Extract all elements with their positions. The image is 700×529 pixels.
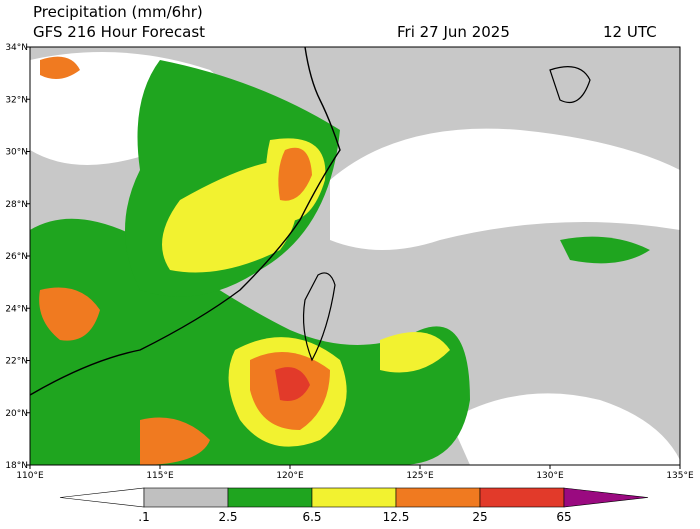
legend-label: 6.5 bbox=[302, 510, 321, 524]
date: Fri 27 Jun 2025 bbox=[397, 23, 510, 41]
x-tick-label: 125°E bbox=[406, 471, 434, 481]
y-tick-label: 26°N bbox=[5, 252, 28, 262]
y-tick-label: 28°N bbox=[5, 200, 28, 210]
ticks: 110°E 115°E 120°E 125°E 130°E 135°E 18°N 20°N 22… bbox=[5, 43, 694, 481]
map bbox=[29, 46, 681, 466]
x-tick-label: 130°E bbox=[536, 471, 564, 481]
x-tick-label: 110°E bbox=[16, 471, 44, 481]
legend-swatch bbox=[395, 487, 481, 508]
y-tick-label: 24°N bbox=[5, 304, 28, 314]
coastline bbox=[29, 46, 341, 396]
legend-label: 2.5 bbox=[218, 510, 237, 524]
legend-swatch bbox=[563, 487, 649, 508]
legend-label: 65 bbox=[556, 510, 571, 524]
x-tick-label: 135°E bbox=[666, 471, 694, 481]
legend-swatch bbox=[227, 487, 313, 508]
x-tick-label: 115°E bbox=[146, 471, 174, 481]
x-tick-label: 120°E bbox=[276, 471, 304, 481]
y-tick-label: 32°N bbox=[5, 95, 28, 105]
subtitle: GFS 216 Hour Forecast bbox=[33, 23, 205, 41]
y-tick-label: 30°N bbox=[5, 148, 28, 158]
legend: .1 2.5 6.5 12.5 25 65 bbox=[59, 487, 649, 524]
y-tick-label: 20°N bbox=[5, 409, 28, 419]
title: Precipitation (mm/6hr) bbox=[33, 3, 203, 21]
legend-label: 12.5 bbox=[383, 510, 410, 524]
legend-swatch bbox=[143, 487, 229, 508]
precip-field bbox=[30, 47, 680, 465]
y-tick-label: 22°N bbox=[5, 357, 28, 367]
legend-swatch bbox=[59, 487, 145, 508]
time: 12 UTC bbox=[603, 23, 657, 41]
kyushu bbox=[549, 66, 591, 104]
taiwan bbox=[302, 272, 336, 362]
legend-swatch bbox=[311, 487, 397, 508]
y-tick-label: 18°N bbox=[5, 461, 28, 471]
legend-swatch bbox=[479, 487, 565, 508]
legend-label: .1 bbox=[138, 510, 149, 524]
legend-label: 25 bbox=[472, 510, 487, 524]
y-tick-label: 34°N bbox=[5, 43, 28, 53]
